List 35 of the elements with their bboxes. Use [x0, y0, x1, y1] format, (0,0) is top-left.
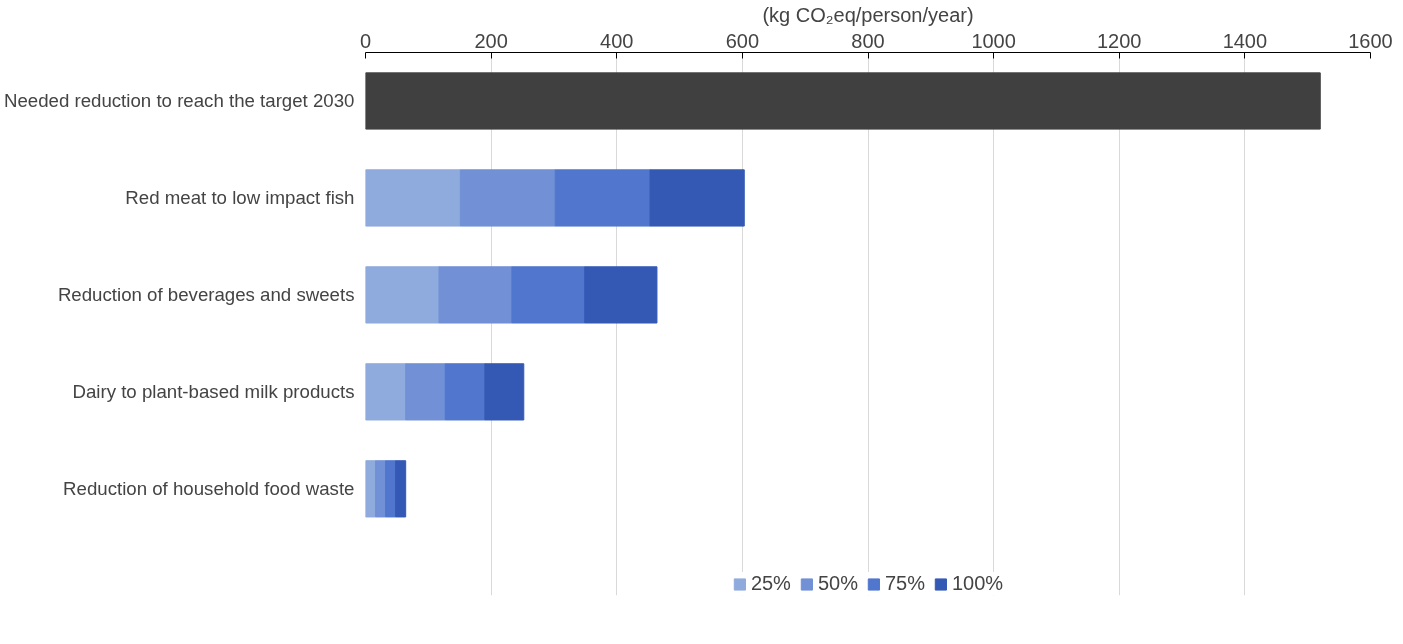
- bar: [554, 169, 651, 227]
- bar: [365, 363, 407, 421]
- bar: [484, 363, 525, 421]
- y-tick-label: Reduction of household food waste: [63, 478, 355, 500]
- y-tick-label: Dairy to plant-based milk products: [72, 381, 355, 403]
- bar: [395, 460, 407, 518]
- y-tick-label: Red meat to low impact fish: [125, 187, 355, 209]
- x-tick-label: 1400: [1222, 29, 1268, 52]
- x-tick-label: 1000: [971, 29, 1016, 52]
- x-tick-label: 800: [851, 29, 885, 52]
- bar: [511, 266, 586, 324]
- bar: [438, 266, 513, 324]
- x-tick-label: 400: [600, 29, 634, 52]
- x-tick-label: 1600: [1348, 29, 1393, 52]
- bar: [365, 169, 461, 227]
- x-tick-label: 1200: [1097, 29, 1142, 52]
- bar: [385, 460, 397, 518]
- x-tick-label: 200: [474, 29, 508, 52]
- legend-label: 75%: [884, 572, 925, 595]
- y-tick-label: Reduction of beverages and sweets: [57, 284, 355, 306]
- x-axis-title: (kg CO₂eq/person/year): [762, 3, 974, 26]
- legend-label: 100%: [951, 572, 1004, 595]
- y-tick-label: Needed reduction to reach the target 2030: [3, 90, 355, 112]
- bar: [584, 266, 658, 324]
- bar: [365, 266, 440, 324]
- legend-label: 50%: [817, 572, 858, 595]
- bar: [405, 363, 446, 421]
- bar: [459, 169, 556, 227]
- bar: [375, 460, 387, 518]
- legend-label: 25%: [750, 572, 791, 595]
- bar: [444, 363, 486, 421]
- x-tick-label: 600: [725, 29, 760, 52]
- x-tick-label: 0: [359, 29, 372, 52]
- bar: [365, 72, 1321, 130]
- bar: [649, 169, 745, 227]
